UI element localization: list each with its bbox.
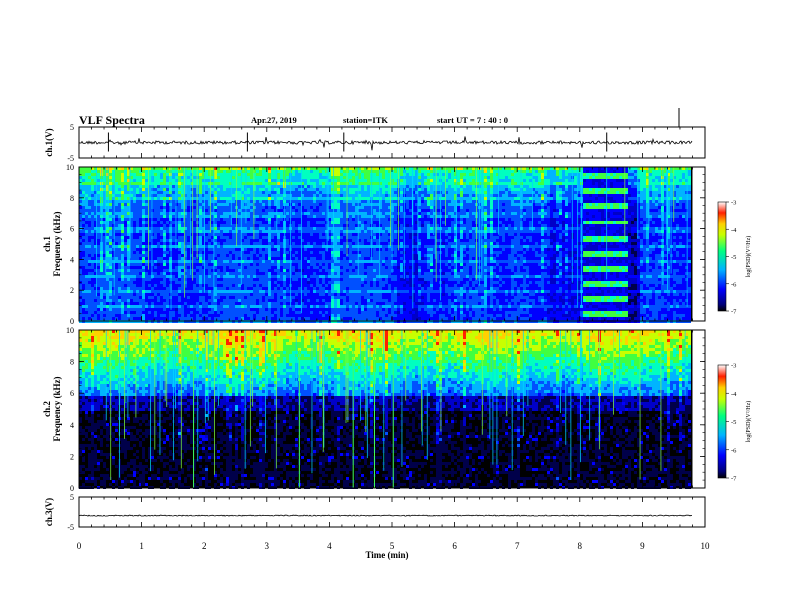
y-tick-label: 2: [70, 452, 74, 461]
y-tick-label: 6: [70, 225, 74, 234]
ch3-waveform-panel: 5 -5 ch.3(V): [44, 493, 706, 532]
y-axis-label: ch.1: [42, 236, 52, 252]
station-label: station=ITK: [343, 115, 388, 125]
y-tick-label: 5: [70, 493, 74, 502]
x-tick-label: 0: [77, 541, 82, 551]
x-tick-label: 5: [390, 541, 395, 551]
colorbar-tick-label: -4: [731, 391, 737, 398]
x-tick-label: 9: [640, 541, 645, 551]
ch2-colorbar: -3 -4 -5 -6 -7 log(PSD)(V²/Hz): [717, 363, 752, 483]
waveform-trace: [78, 136, 693, 151]
date-label: Apr.27, 2019: [251, 115, 297, 125]
x-tick-label: 8: [578, 541, 583, 551]
y-tick-label: -5: [67, 523, 74, 532]
spectrogram-cells: [79, 330, 691, 489]
ch2-spectrogram-panel: 0 2 4 6 8 10 ch.2 Frequency (kHz): [42, 326, 706, 493]
colorbar-tick-label: -7: [731, 476, 737, 483]
y-axis-label: Frequency (kHz): [52, 211, 62, 276]
colorbar-label: log(PSD)(V²/Hz): [745, 401, 752, 442]
y-axis-label: ch.1(V): [44, 128, 54, 156]
x-tick-label: 7: [515, 541, 520, 551]
x-axis-label: Time (min): [365, 550, 408, 560]
x-tick-label: 3: [265, 541, 270, 551]
waveform-trace: [78, 514, 693, 517]
y-tick-label: 0: [70, 317, 74, 326]
y-tick-label: 6: [70, 389, 74, 398]
y-tick-label: 0: [70, 484, 74, 493]
y-axis-label: ch.2: [42, 401, 52, 417]
ch1-waveform-panel: 5 -5 ch.1(V): [44, 123, 706, 163]
colorbar-gradient: [717, 364, 727, 479]
y-tick-label: 4: [70, 255, 74, 264]
no-data-area: [692, 167, 705, 321]
y-tick-label: 10: [66, 326, 74, 335]
time-axis: 0 1 2 3 4 5 6 7 8 9 10 Time (min): [77, 541, 710, 560]
no-data-area: [692, 330, 705, 488]
colorbar-tick-label: -5: [731, 254, 736, 261]
y-axis-label: Frequency (kHz): [52, 376, 62, 441]
x-tick-label: 1: [139, 541, 144, 551]
spectrogram-cells: [79, 167, 691, 323]
colorbar-label: log(PSD)(V²/Hz): [745, 236, 752, 277]
y-tick-label: 4: [70, 421, 74, 430]
x-tick-label: 4: [327, 541, 332, 551]
y-tick-label: 5: [70, 123, 74, 132]
colorbar-tick-label: -5: [731, 419, 736, 426]
chart-title: VLF Spectra: [79, 113, 145, 127]
colorbar-tick-label: -4: [731, 227, 737, 234]
colorbar-tick-label: -7: [731, 309, 737, 316]
y-tick-label: 2: [70, 286, 74, 295]
ch1-spectrogram-panel: 0 2 4 6 8 10 ch.1 Frequency (kHz): [42, 163, 706, 326]
ch1-colorbar: -3 -4 -5 -6 -7 log(PSD)(V²/Hz): [717, 200, 752, 316]
y-tick-label: 10: [66, 163, 74, 172]
start-ut-label: start UT = 7 : 40 : 0: [437, 115, 509, 125]
x-tick-label: 6: [452, 541, 457, 551]
y-tick-label: 8: [70, 358, 74, 367]
y-axis-label: ch.3(V): [44, 498, 54, 526]
y-tick-label: 8: [70, 194, 74, 203]
x-tick-label: 2: [202, 541, 207, 551]
y-tick-label: -5: [67, 154, 74, 163]
colorbar-tick-label: -6: [731, 447, 737, 454]
colorbar-tick-label: -3: [731, 363, 736, 370]
x-tick-label: 10: [701, 541, 711, 551]
colorbar-tick-label: -6: [731, 281, 737, 288]
colorbar-gradient: [717, 201, 727, 312]
colorbar-tick-label: -3: [731, 200, 736, 207]
